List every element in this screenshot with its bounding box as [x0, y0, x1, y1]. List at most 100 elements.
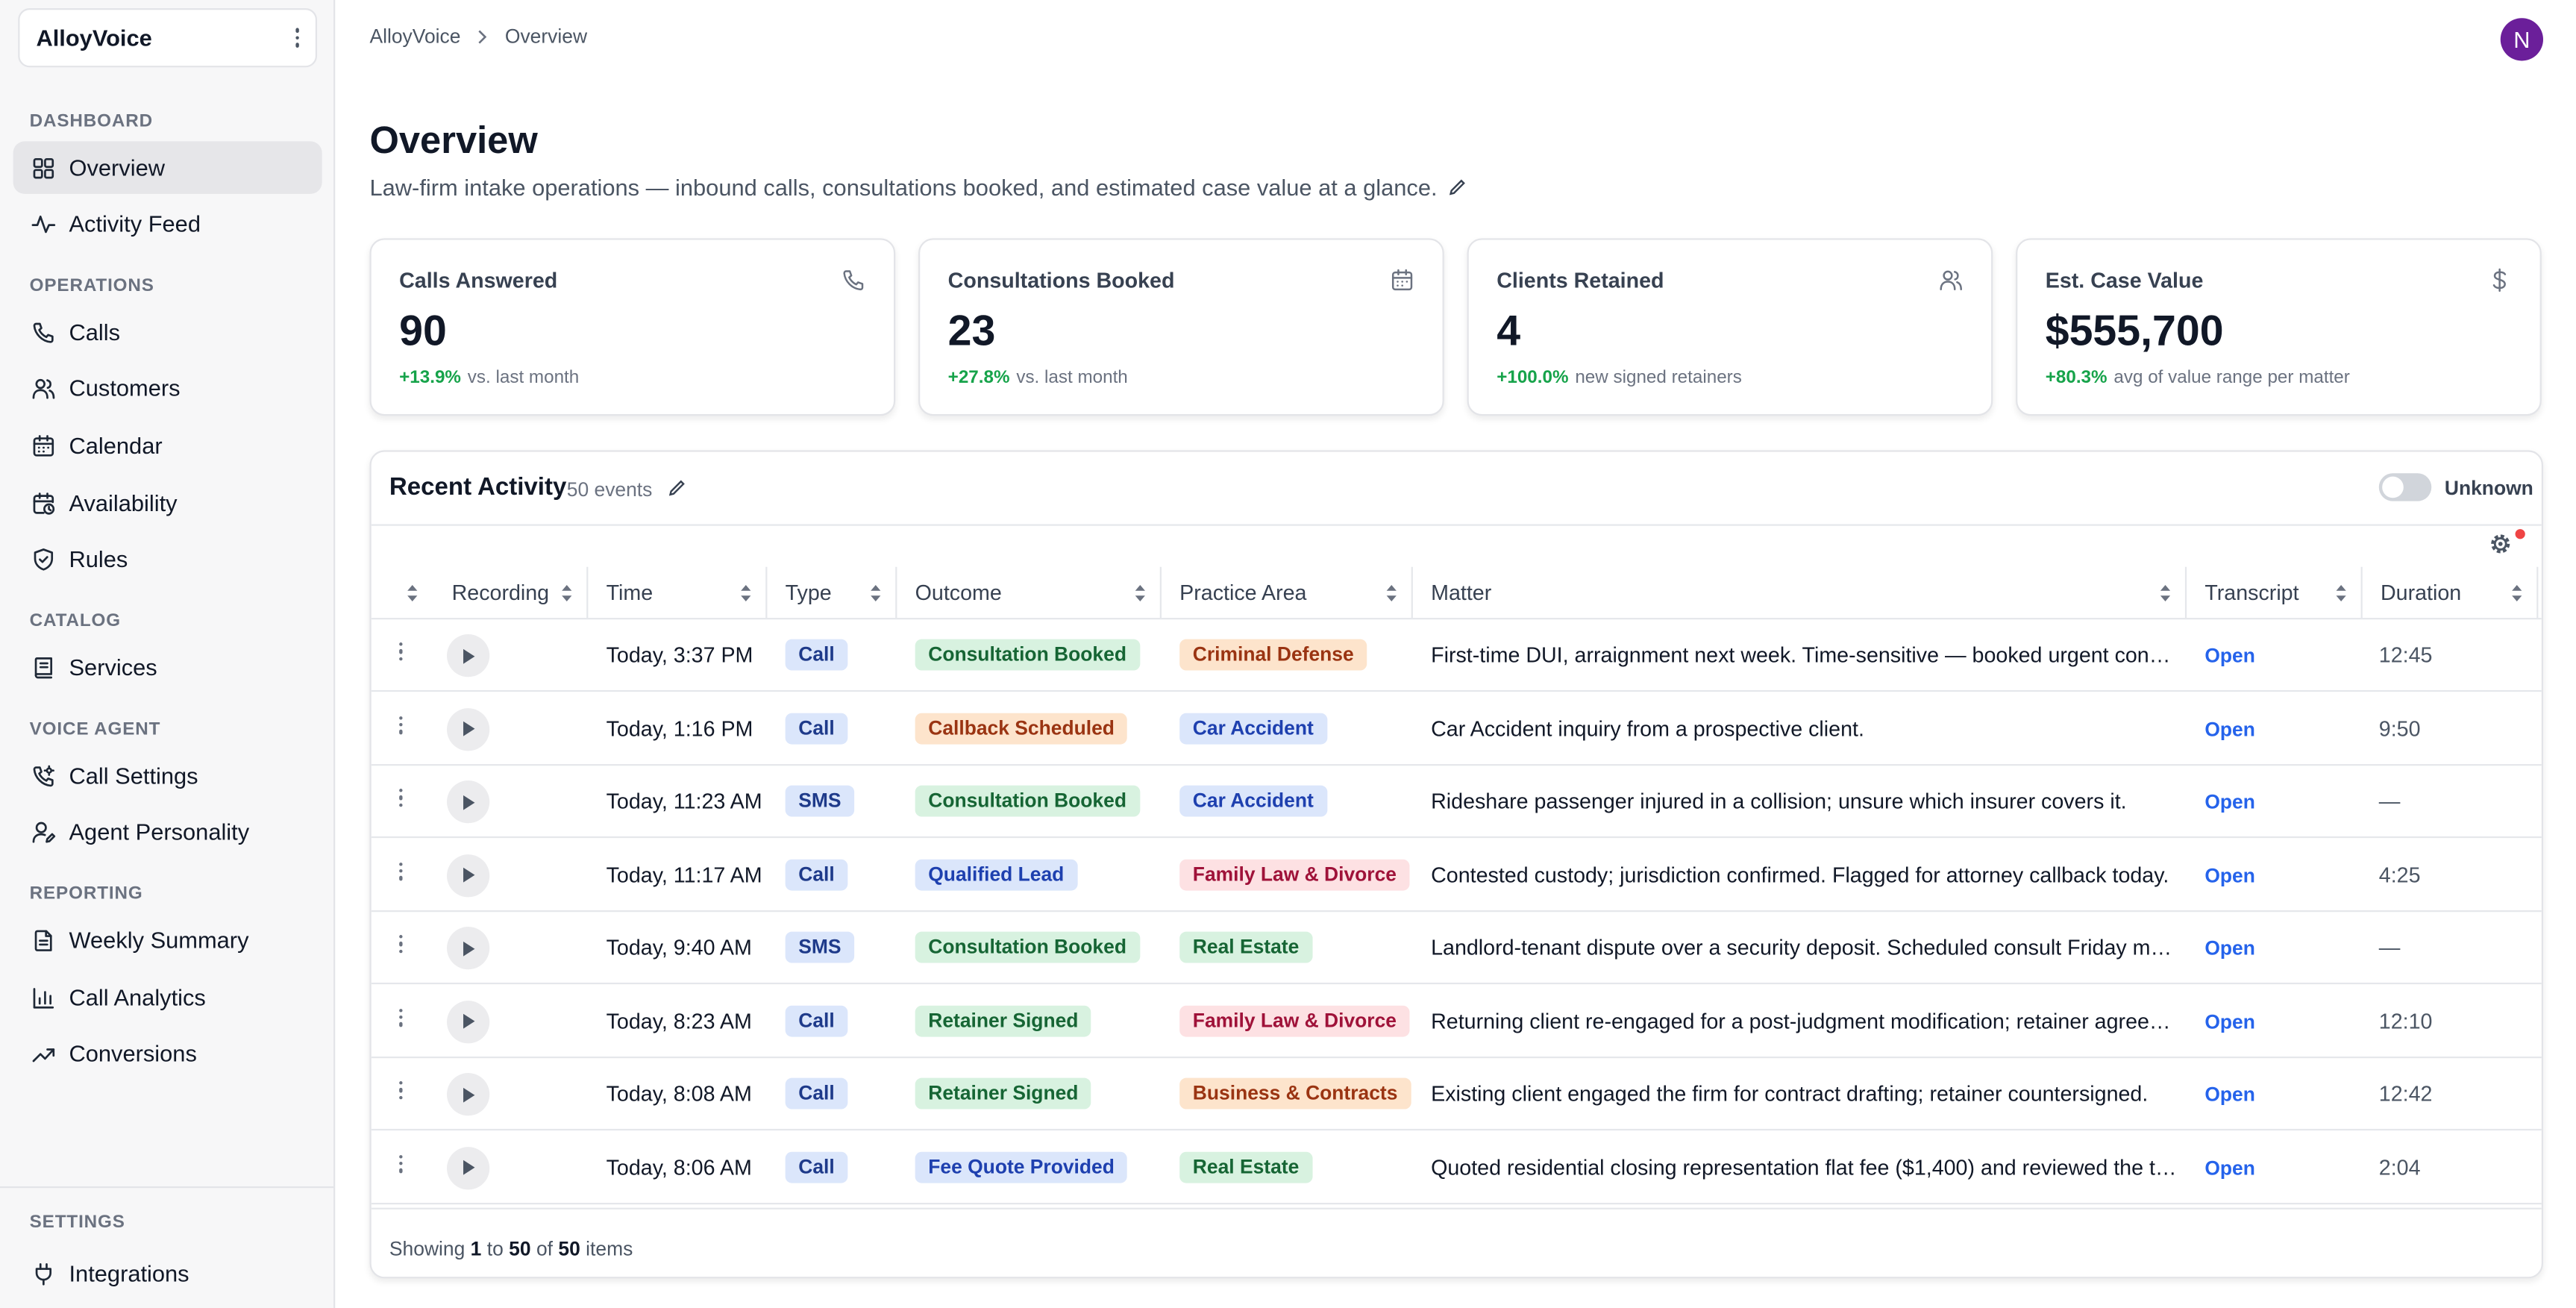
- row-menu-icon[interactable]: [399, 716, 404, 734]
- sidebar-item-customers[interactable]: Customers: [13, 361, 322, 413]
- calendar-icon: [1391, 269, 1413, 291]
- column-header-recording[interactable]: Recording: [432, 567, 586, 618]
- column-header-time[interactable]: Time: [586, 567, 765, 618]
- sort-icon[interactable]: [2510, 583, 2524, 603]
- breadcrumb-root[interactable]: AlloyVoice: [369, 25, 461, 48]
- avatar[interactable]: N: [2500, 18, 2544, 61]
- sidebar-item-availability[interactable]: Availability: [13, 477, 322, 529]
- calendar-clock-icon: [33, 492, 55, 514]
- column-resizer[interactable]: [2360, 566, 2363, 619]
- edit-pencil-icon[interactable]: [667, 478, 686, 498]
- column-header-practice-area[interactable]: Practice Area: [1160, 567, 1411, 618]
- sidebar-item-conversions[interactable]: Conversions: [13, 1027, 322, 1079]
- sort-icon[interactable]: [1134, 583, 1147, 603]
- row-menu-icon[interactable]: [399, 1154, 404, 1173]
- sidebar-item-services[interactable]: Services: [13, 641, 322, 693]
- row-matter: Existing client engaged the firm for con…: [1431, 1081, 2149, 1107]
- row-menu-icon[interactable]: [399, 862, 404, 880]
- sort-icon[interactable]: [2159, 583, 2172, 603]
- outcome-badge: Callback Scheduled: [915, 712, 1128, 744]
- column-header-type[interactable]: Type: [765, 567, 895, 618]
- transcript-link[interactable]: Open: [2204, 863, 2255, 887]
- play-recording-button[interactable]: [446, 854, 490, 897]
- column-header-select[interactable]: [391, 567, 432, 618]
- trend-up-icon: [32, 1048, 55, 1062]
- toggle-label: Unknown: [2444, 476, 2533, 500]
- notification-dot: [2515, 529, 2525, 539]
- column-header-transcript[interactable]: Transcript: [2185, 567, 2361, 618]
- sidebar-item-agent-personality[interactable]: Agent Personality: [13, 805, 322, 857]
- play-recording-button[interactable]: [446, 1000, 490, 1043]
- workspace-switcher[interactable]: AlloyVoice: [18, 8, 318, 68]
- sidebar-item-call-settings[interactable]: Call Settings: [13, 749, 322, 801]
- row-duration: —: [2378, 935, 2401, 960]
- sort-icon[interactable]: [2334, 583, 2348, 603]
- table-row[interactable]: Today, 8:06 AM Call Fee Quote Provided Real…: [371, 1131, 2542, 1204]
- play-recording-button[interactable]: [446, 707, 490, 751]
- type-badge: SMS: [785, 785, 855, 817]
- play-recording-button[interactable]: [446, 780, 490, 824]
- sidebar-item-integrations[interactable]: Integrations: [13, 1247, 322, 1299]
- page-title: Overview: [369, 118, 538, 161]
- row-menu-icon[interactable]: [399, 1008, 404, 1027]
- transcript-link[interactable]: Open: [2204, 936, 2255, 960]
- table-row[interactable]: Today, 1:16 PM Call Callback Scheduled Car …: [371, 692, 2542, 766]
- row-duration: 4:25: [2378, 862, 2421, 887]
- row-menu-icon[interactable]: [399, 1081, 404, 1100]
- sidebar-item-weekly-summary[interactable]: Weekly Summary: [13, 913, 322, 966]
- column-resizer[interactable]: [1411, 566, 1413, 619]
- transcript-link[interactable]: Open: [2204, 1156, 2255, 1180]
- sidebar-item-calls[interactable]: Calls: [13, 306, 322, 358]
- column-resizer[interactable]: [895, 566, 897, 619]
- column-resizer[interactable]: [2536, 566, 2539, 619]
- transcript-link[interactable]: Open: [2204, 717, 2255, 741]
- stat-value: $555,700: [2045, 305, 2224, 355]
- sort-icon[interactable]: [869, 583, 883, 603]
- stat-card-est-case-value: Est. Case Value $555,700 +80.3% avg of valu…: [2016, 238, 2542, 416]
- sidebar-item-call-analytics[interactable]: Call Analytics: [13, 971, 322, 1024]
- sidebar-item-rules[interactable]: Rules: [13, 533, 322, 585]
- transcript-link[interactable]: Open: [2204, 644, 2255, 668]
- sort-icon[interactable]: [739, 583, 753, 603]
- play-recording-button[interactable]: [446, 634, 490, 678]
- row-matter: Car Accident inquiry from a prospective …: [1431, 716, 1864, 741]
- table-row[interactable]: Today, 9:40 AM SMS Consultation Booked Real…: [371, 912, 2542, 985]
- row-menu-icon[interactable]: [399, 935, 404, 954]
- transcript-link[interactable]: Open: [2204, 1010, 2255, 1033]
- gear-icon[interactable]: [2487, 531, 2513, 557]
- sidebar-item-overview[interactable]: Overview: [13, 141, 322, 194]
- sort-icon[interactable]: [1385, 583, 1398, 603]
- table-row[interactable]: Today, 8:08 AM Call Retainer Signed Busines…: [371, 1058, 2542, 1131]
- play-recording-button[interactable]: [446, 1146, 490, 1189]
- table-row[interactable]: Today, 11:17 AM Call Qualified Lead Family …: [371, 839, 2542, 912]
- transcript-link[interactable]: Open: [2204, 790, 2255, 814]
- column-header-outcome[interactable]: Outcome: [895, 567, 1160, 618]
- column-header-duration[interactable]: Duration: [2361, 567, 2537, 618]
- row-menu-icon[interactable]: [399, 642, 404, 661]
- sidebar-item-activity-feed[interactable]: Activity Feed: [13, 197, 322, 249]
- workspace-menu-icon[interactable]: [295, 28, 299, 47]
- column-header-matter[interactable]: Matter: [1411, 567, 2185, 618]
- outcome-badge: Qualified Lead: [915, 858, 1077, 890]
- table-row[interactable]: Today, 3:37 PM Call Consultation Booked Cri…: [371, 619, 2542, 692]
- type-badge: Call: [785, 1077, 848, 1110]
- play-recording-button[interactable]: [446, 927, 490, 970]
- row-menu-icon[interactable]: [399, 789, 404, 807]
- sidebar-item-calendar[interactable]: Calendar: [13, 419, 322, 472]
- unknown-toggle[interactable]: [2378, 473, 2432, 501]
- table-row[interactable]: Today, 11:23 AM SMS Consultation Booked Car…: [371, 766, 2542, 839]
- edit-pencil-icon[interactable]: [1447, 178, 1467, 197]
- table-row[interactable]: Today, 8:23 AM Call Retainer Signed Family …: [371, 985, 2542, 1058]
- column-resizer[interactable]: [586, 566, 589, 619]
- transcript-link[interactable]: Open: [2204, 1083, 2255, 1107]
- outcome-badge: Fee Quote Provided: [915, 1151, 1128, 1183]
- column-resizer[interactable]: [765, 566, 768, 619]
- breadcrumb-current: Overview: [504, 25, 588, 48]
- column-resizer[interactable]: [1159, 566, 1162, 619]
- page-subtitle-text: Law-firm intake operations — inbound cal…: [369, 174, 1438, 201]
- column-resizer[interactable]: [2184, 566, 2187, 619]
- sidebar-item-label: Call Settings: [69, 762, 198, 789]
- sort-icon[interactable]: [406, 583, 419, 603]
- play-recording-button[interactable]: [446, 1073, 490, 1116]
- sort-icon[interactable]: [560, 583, 574, 603]
